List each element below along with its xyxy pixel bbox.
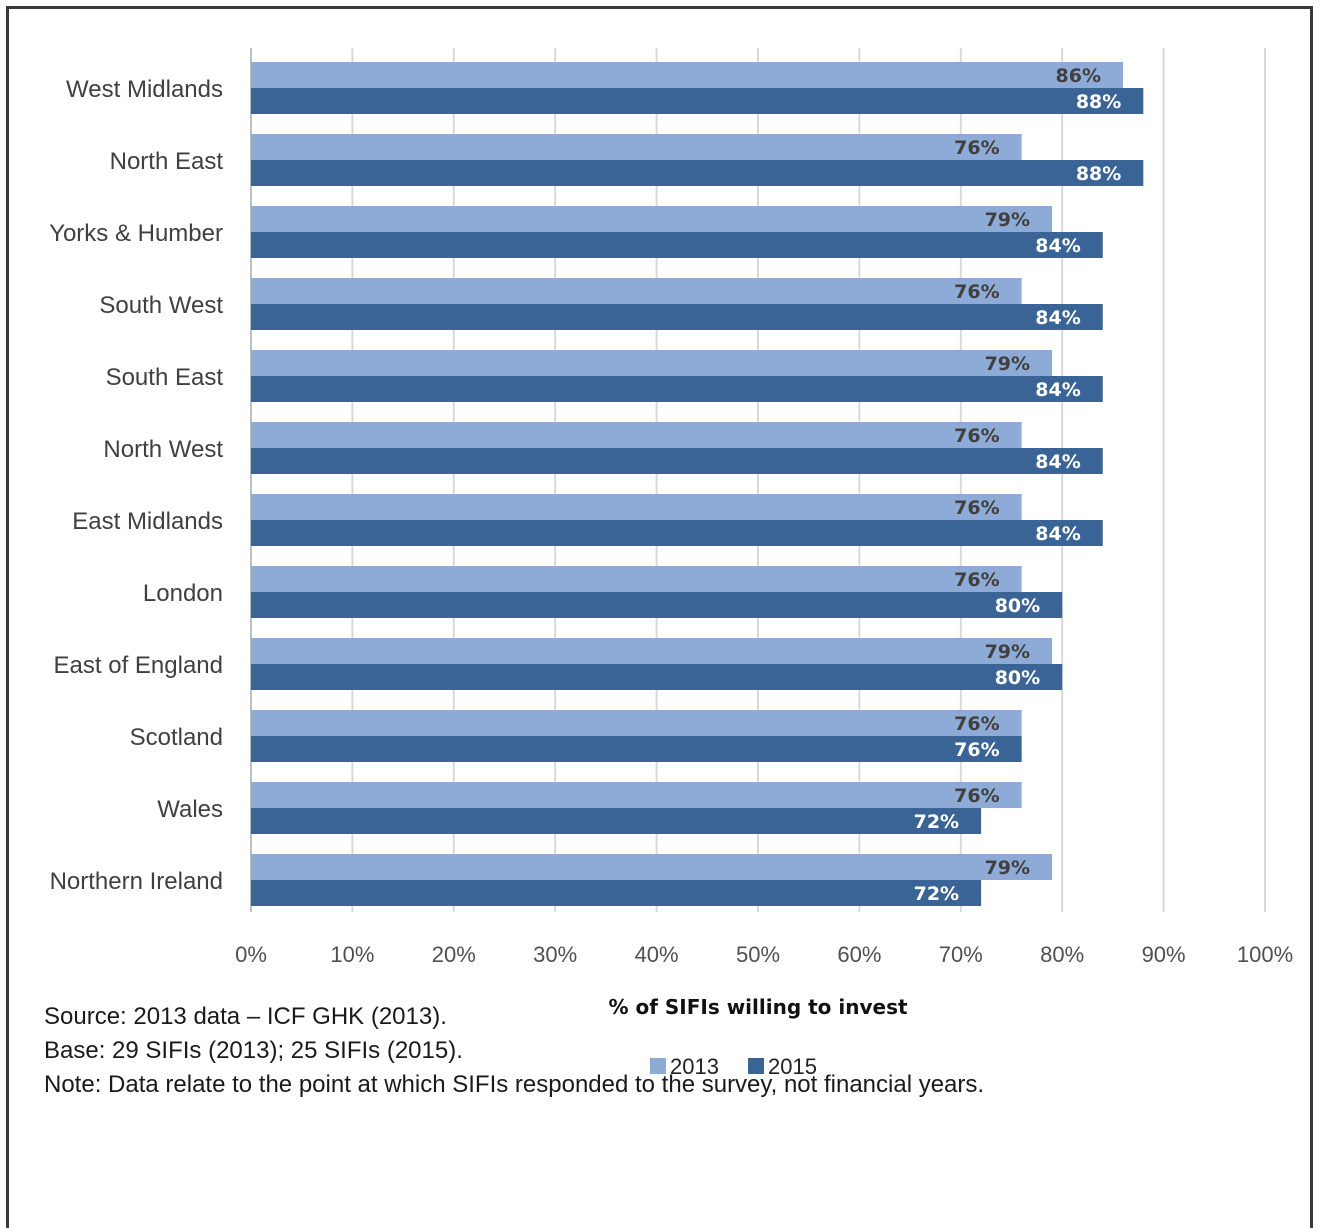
data-label: 88% <box>1076 163 1121 185</box>
bar-2013 <box>251 638 1053 664</box>
bar-2013 <box>251 422 1022 448</box>
x-tick-label: 70% <box>939 942 983 967</box>
figure-notes: Source: 2013 data – ICF GHK (2013). Base… <box>44 1000 1304 1102</box>
bar-2013 <box>251 278 1022 304</box>
data-label: 84% <box>1035 523 1080 545</box>
data-label: 72% <box>914 883 959 905</box>
category-label: North West <box>103 436 223 463</box>
bar-2013 <box>251 854 1053 880</box>
gridlines <box>250 48 1266 912</box>
data-label: 72% <box>914 811 959 833</box>
data-label: 76% <box>954 569 999 591</box>
category-label: North East <box>110 148 224 175</box>
category-label: South East <box>106 364 224 391</box>
category-label: Scotland <box>130 724 223 751</box>
data-label: 84% <box>1035 235 1080 257</box>
data-label: 86% <box>1056 65 1101 87</box>
data-label: 79% <box>985 857 1030 879</box>
bar-2015 <box>251 520 1103 546</box>
x-tick-label: 80% <box>1040 942 1084 967</box>
x-tick-label: 60% <box>837 942 881 967</box>
data-label: 84% <box>1035 307 1080 329</box>
x-tick-label: 10% <box>330 942 374 967</box>
data-label: 76% <box>954 739 999 761</box>
bar-2015 <box>251 448 1103 474</box>
bar-2013 <box>251 566 1022 592</box>
category-label: Yorks & Humber <box>49 220 223 247</box>
tick-labels: 0% 10% 20% 30% 40% 50% 60% 70% 80% 90% 100% <box>235 942 1293 967</box>
data-label: 76% <box>954 785 999 807</box>
bar-2013 <box>251 782 1022 808</box>
bar-2015 <box>251 232 1103 258</box>
data-label: 80% <box>995 595 1040 617</box>
category-label: Northern Ireland <box>50 868 223 895</box>
bar-2013 <box>251 494 1022 520</box>
x-axis-title: % of SIFIs willing to invest <box>608 995 908 1019</box>
bar-2015 <box>251 160 1144 186</box>
category-label: London <box>143 580 223 607</box>
bar-2013 <box>251 350 1053 376</box>
legend-swatch-2015 <box>748 1058 764 1074</box>
data-label: 84% <box>1035 379 1080 401</box>
category-label: Wales <box>157 796 223 823</box>
bar-2013 <box>251 710 1022 736</box>
legend: 2013 2015 <box>650 1054 817 1079</box>
category-labels: West Midlands North East Yorks & Humber Sou… <box>49 76 223 895</box>
legend-label-2013: 2013 <box>670 1054 719 1079</box>
bar-2015 <box>251 880 982 906</box>
legend-label-2015: 2015 <box>768 1054 817 1079</box>
category-label: West Midlands <box>66 76 223 103</box>
bar-2013 <box>251 62 1124 88</box>
x-tick-label: 20% <box>432 942 476 967</box>
bar-2013 <box>251 206 1053 232</box>
data-label: 76% <box>954 137 999 159</box>
bar-2015 <box>251 736 1022 762</box>
x-tick-label: 0% <box>235 942 267 967</box>
data-label: 79% <box>985 209 1030 231</box>
x-tick-label: 100% <box>1237 942 1293 967</box>
data-label: 88% <box>1076 91 1121 113</box>
x-tick-label: 30% <box>533 942 577 967</box>
source-note: Source: 2013 data – ICF GHK (2013). <box>44 1003 447 1030</box>
data-label: 84% <box>1035 451 1080 473</box>
legend-swatch-2013 <box>650 1058 666 1074</box>
x-tick-label: 40% <box>635 942 679 967</box>
bar-2015 <box>251 376 1103 402</box>
bar-2015 <box>251 304 1103 330</box>
bar-2013 <box>251 134 1022 160</box>
x-tick-label: 90% <box>1142 942 1186 967</box>
data-label: 76% <box>954 713 999 735</box>
bar-2015 <box>251 808 982 834</box>
data-label: 80% <box>995 667 1040 689</box>
x-tick-label: 50% <box>736 942 780 967</box>
base-note: Base: 29 SIFIs (2013); 25 SIFIs (2015). <box>44 1037 463 1064</box>
category-label: East of England <box>54 652 223 679</box>
data-label: 76% <box>954 425 999 447</box>
bar-2015 <box>251 592 1063 618</box>
bar-2015 <box>251 88 1144 114</box>
data-label: 76% <box>954 281 999 303</box>
category-label: South West <box>99 292 223 319</box>
bars: 86%88%76%88%79%84%76%84%79%84%76%84%76%8… <box>251 62 1144 906</box>
data-note: Note: Data relate to the point at which … <box>44 1071 985 1098</box>
data-label: 76% <box>954 497 999 519</box>
data-label: 79% <box>985 353 1030 375</box>
data-label: 79% <box>985 641 1030 663</box>
bar-2015 <box>251 664 1063 690</box>
category-label: East Midlands <box>72 508 223 535</box>
